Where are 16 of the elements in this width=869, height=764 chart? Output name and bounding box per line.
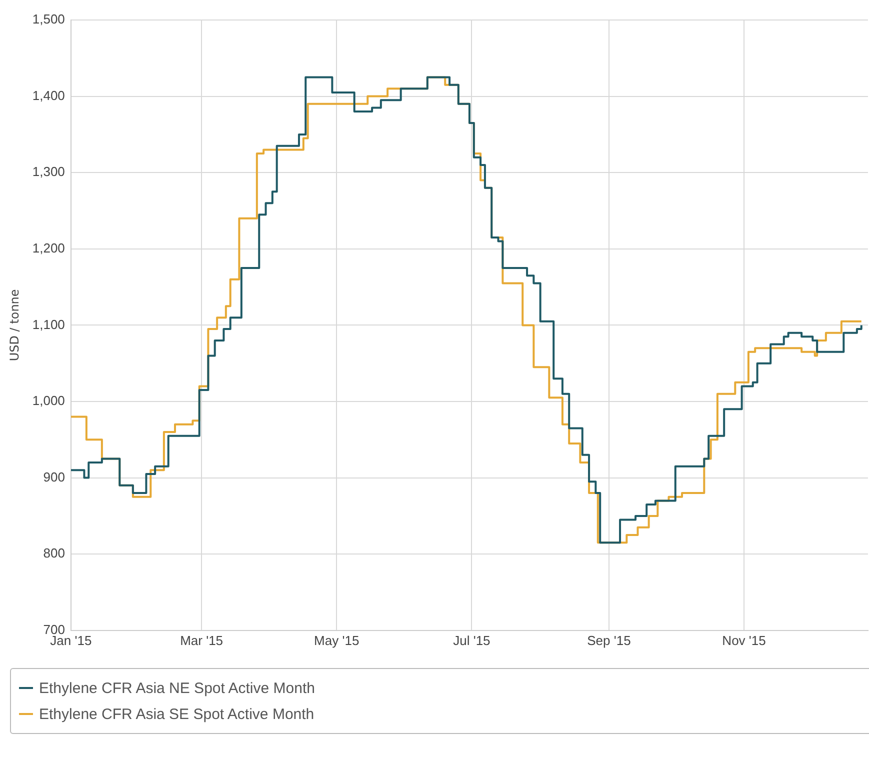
y-tick-label: 800 (43, 546, 65, 561)
y-tick-label: 1,500 (32, 12, 65, 27)
x-tick-label: Sep '15 (587, 632, 631, 648)
y-tick-label: 1,300 (32, 164, 65, 180)
y-tick-label: 900 (43, 469, 65, 484)
y-tick-label: 1,000 (32, 393, 65, 408)
x-tick-label: Jul '15 (453, 632, 490, 648)
x-tick-label: Nov '15 (722, 632, 766, 648)
y-tick-label: 1,400 (32, 88, 65, 103)
x-tick-label: Mar '15 (180, 632, 224, 648)
legend-label: Ethylene CFR Asia NE Spot Active Month (39, 680, 315, 696)
legend-label: Ethylene CFR Asia SE Spot Active Month (39, 706, 314, 722)
y-tick-label: 1,200 (32, 240, 65, 256)
y-tick-label: 1,100 (32, 316, 65, 332)
y-axis-title: USD / tonne (7, 289, 22, 362)
x-tick-label: May '15 (314, 632, 360, 648)
